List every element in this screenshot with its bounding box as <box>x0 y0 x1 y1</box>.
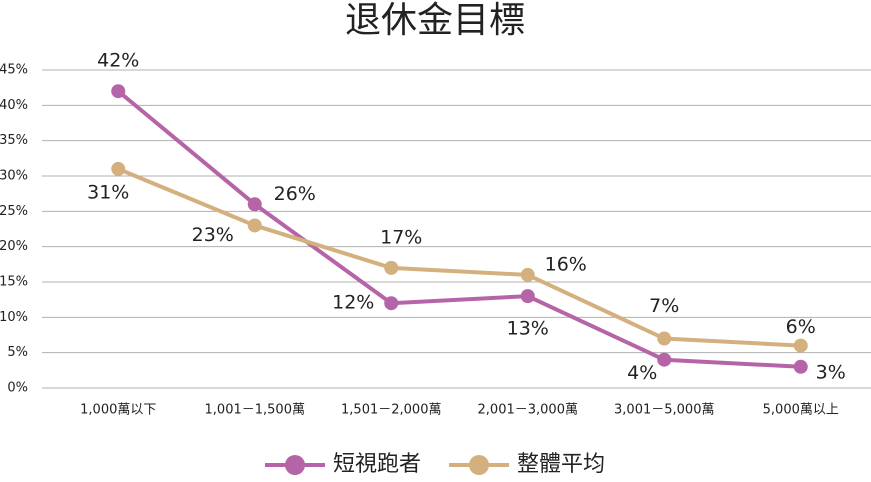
x-tick-label: 1,001－1,500萬 <box>205 403 305 418</box>
data-point <box>793 359 808 374</box>
data-label: 31% <box>87 181 129 203</box>
data-point <box>520 289 535 304</box>
y-tick-label: 30% <box>0 169 28 184</box>
y-tick-label: 45% <box>0 63 28 78</box>
data-label: 7% <box>649 295 679 317</box>
data-point <box>657 352 672 367</box>
y-tick-label: 20% <box>0 239 28 254</box>
legend-marker <box>285 455 305 475</box>
data-label: 16% <box>545 253 587 275</box>
data-label: 26% <box>274 183 316 205</box>
chart-title: 退休金目標 <box>345 0 525 41</box>
data-point <box>384 296 399 311</box>
data-label: 13% <box>507 318 549 340</box>
data-point <box>657 331 672 346</box>
x-tick-label: 3,001－5,000萬 <box>614 403 714 418</box>
x-tick-label: 1,000萬以下 <box>80 403 156 418</box>
x-tick-label: 1,501－2,000萬 <box>341 403 441 418</box>
data-point <box>384 260 399 275</box>
data-label: 6% <box>786 316 816 338</box>
y-tick-label: 0% <box>7 381 28 396</box>
data-point <box>111 84 126 99</box>
data-point <box>793 338 808 353</box>
data-label: 42% <box>97 50 139 72</box>
y-tick-label: 35% <box>0 133 28 148</box>
data-point <box>247 197 262 212</box>
x-tick-label: 2,001－3,000萬 <box>478 403 578 418</box>
legend-label: 短視跑者 <box>333 452 421 477</box>
data-label: 12% <box>332 292 374 314</box>
data-label: 17% <box>380 226 422 248</box>
legend-label: 整體平均 <box>517 452 605 477</box>
y-tick-label: 5% <box>7 345 28 360</box>
y-tick-label: 40% <box>0 98 28 113</box>
series-line <box>116 89 801 369</box>
data-label: 3% <box>816 361 846 383</box>
data-label: 4% <box>627 362 657 384</box>
series-line <box>117 167 801 348</box>
legend-marker <box>469 455 490 475</box>
y-tick-label: 25% <box>0 204 28 219</box>
data-point <box>247 218 262 233</box>
data-point <box>520 267 535 282</box>
y-tick-label: 10% <box>0 310 28 325</box>
x-tick-label: 5,000萬以上 <box>763 403 839 418</box>
data-label: 23% <box>192 224 234 246</box>
data-point <box>111 161 126 176</box>
y-tick-label: 15% <box>0 275 28 290</box>
